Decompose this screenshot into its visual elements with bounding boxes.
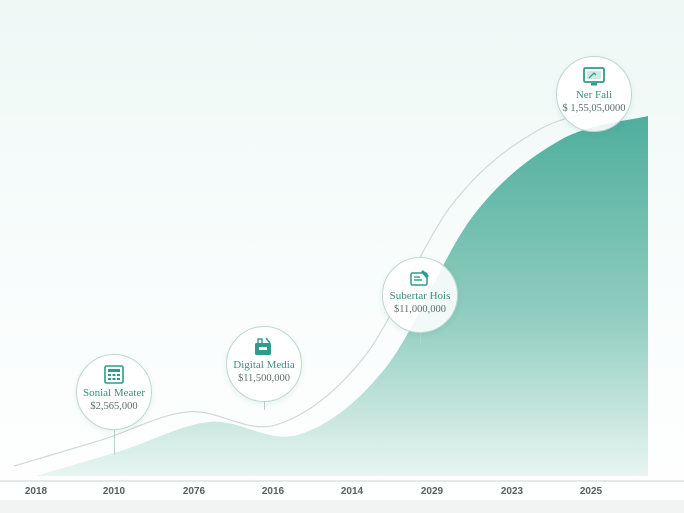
x-tick-label: 2014 bbox=[340, 486, 364, 497]
milestone-label: Digital Media bbox=[233, 359, 295, 371]
milestone-amount: $ 1,55,05,0000 bbox=[562, 103, 626, 114]
x-tick-label: 2016 bbox=[261, 486, 285, 497]
calculator-icon bbox=[104, 365, 124, 384]
milestone-callout: Ner Fali $ 1,55,05,0000 bbox=[556, 56, 632, 132]
pen-tool-icon bbox=[410, 270, 429, 286]
media-kit-icon bbox=[255, 337, 271, 355]
footer-band bbox=[0, 500, 684, 513]
trend-outline bbox=[13, 105, 627, 467]
callout-connector bbox=[420, 333, 421, 343]
milestone-label: Ner Fali bbox=[575, 89, 613, 101]
x-tick-label: 2029 bbox=[420, 486, 444, 497]
milestone-label: Subertar Hois bbox=[389, 290, 451, 302]
milestone-label: Sonial Meater bbox=[82, 387, 145, 399]
x-tick-label: 2025 bbox=[579, 486, 603, 497]
x-tick-label: 2023 bbox=[500, 486, 524, 497]
callout-connector bbox=[264, 402, 265, 410]
x-tick-label: 2076 bbox=[182, 486, 206, 497]
milestone-callout: Subertar Hois $11,000,000 bbox=[382, 257, 458, 333]
callout-connector bbox=[114, 430, 115, 455]
milestone-callout: Sonial Meater $2,565,000 bbox=[76, 354, 152, 430]
milestone-amount: $11,500,000 bbox=[237, 373, 291, 384]
milestone-amount: $11,000,000 bbox=[393, 304, 447, 315]
monitor-icon bbox=[583, 67, 605, 86]
x-axis-line bbox=[0, 480, 684, 482]
x-tick-label: 2010 bbox=[102, 486, 126, 497]
milestone-callout: Digital Media $11,500,000 bbox=[226, 326, 302, 402]
area-series bbox=[36, 116, 648, 476]
x-tick-label: 2018 bbox=[24, 486, 48, 497]
milestone-amount: $2,565,000 bbox=[90, 401, 138, 412]
